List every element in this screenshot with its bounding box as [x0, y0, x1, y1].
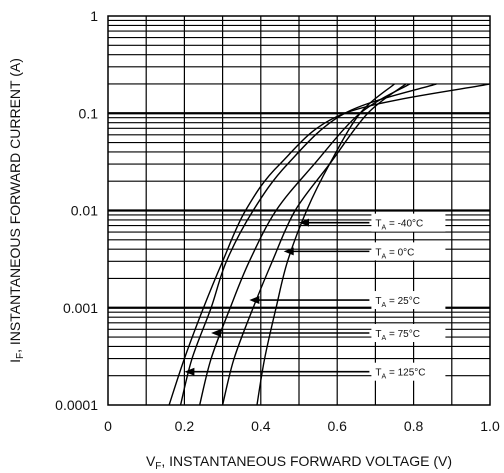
series-line: [168, 83, 491, 406]
x-tick-label: 0.4: [251, 418, 271, 434]
annotation-label: TA = -40°C: [375, 219, 423, 232]
y-tick-label: 0.0001: [55, 397, 98, 413]
annotation-label: TA = 25°C: [375, 296, 420, 309]
x-tick-label: 0.6: [327, 418, 347, 434]
annotation-arrowhead: [184, 367, 195, 376]
plot-frame: [107, 15, 491, 406]
y-axis-title: IF, INSTANTANEOUS FORWARD CURRENT (A): [7, 58, 26, 363]
annotation-arrowhead: [249, 296, 260, 305]
annotation-box: [371, 291, 446, 310]
legend-annotations: TA = -40°C TA = 0°C TA = 25°C TA = 75°C TA =…: [184, 213, 446, 381]
annotation-label: TA = 125°C: [375, 368, 425, 381]
y-tick-label: 0.1: [79, 105, 99, 121]
series-layer: [168, 83, 491, 406]
annotation-arrowhead: [299, 218, 309, 227]
series-line: [256, 83, 395, 406]
tick-labels: 0 0.2 0.4 0.6 0.8 1.0 0.0001 0.001 0.01 0.1 1: [55, 8, 500, 434]
annotation-box: [371, 242, 446, 261]
x-tick-label: 0.2: [175, 418, 195, 434]
annotation-label: TA = 0°C: [375, 247, 414, 260]
annotation-arrowhead: [283, 247, 294, 256]
annotation-box: [371, 213, 446, 232]
series-line: [221, 83, 407, 406]
annotation-arrowhead: [211, 328, 222, 337]
annotation-label: TA = 75°C: [375, 329, 420, 342]
series-line: [199, 83, 411, 406]
x-tick-label: 0.8: [404, 418, 424, 434]
x-tick-label: 0: [104, 418, 112, 434]
x-axis-title: VF, INSTANTANEOUS FORWARD VOLTAGE (V): [146, 453, 452, 472]
y-tick-label: 0.001: [63, 300, 98, 316]
grid: [108, 16, 490, 405]
y-tick-label: 1: [90, 8, 98, 24]
y-tick-label: 0.01: [71, 203, 98, 219]
x-tick-label: 1.0: [480, 418, 500, 434]
annotation-box: [371, 362, 446, 381]
annotation-box: [371, 323, 446, 342]
